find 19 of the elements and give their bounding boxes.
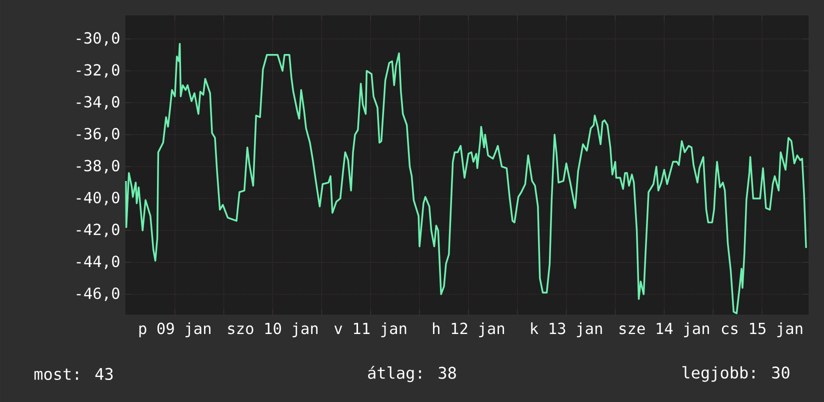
x-tick-label: sze 14 jan bbox=[620, 322, 709, 338]
x-tick-label: szo 10 jan bbox=[228, 322, 318, 338]
y-tick-label: -44,0 bbox=[76, 256, 120, 270]
text: legjobb: 30 bbox=[682, 366, 790, 382]
x-tick-label: k 13 jan bbox=[531, 322, 602, 338]
y-tick-label: -46,0 bbox=[76, 287, 120, 302]
y-tick-label: -38,0 bbox=[76, 160, 120, 174]
y-tick-label: -36,0 bbox=[76, 128, 120, 142]
x-tick-label: h 12 jan bbox=[433, 322, 504, 338]
y-tick-label: -40,0 bbox=[76, 192, 120, 206]
y-tick-label: -42,0 bbox=[76, 224, 120, 238]
text: most: 43 bbox=[34, 368, 113, 380]
text: átlag: 38 bbox=[368, 366, 456, 382]
x-tick-label: v 11 jan bbox=[334, 322, 406, 338]
y-tick-label: -34,0 bbox=[76, 96, 120, 110]
x-tick-label: p 09 jan bbox=[139, 322, 210, 338]
y-tick-label: -32,0 bbox=[76, 64, 120, 78]
y-tick-label: -30,0 bbox=[76, 32, 120, 46]
x-tick-label: cs 15 jan bbox=[722, 322, 802, 338]
